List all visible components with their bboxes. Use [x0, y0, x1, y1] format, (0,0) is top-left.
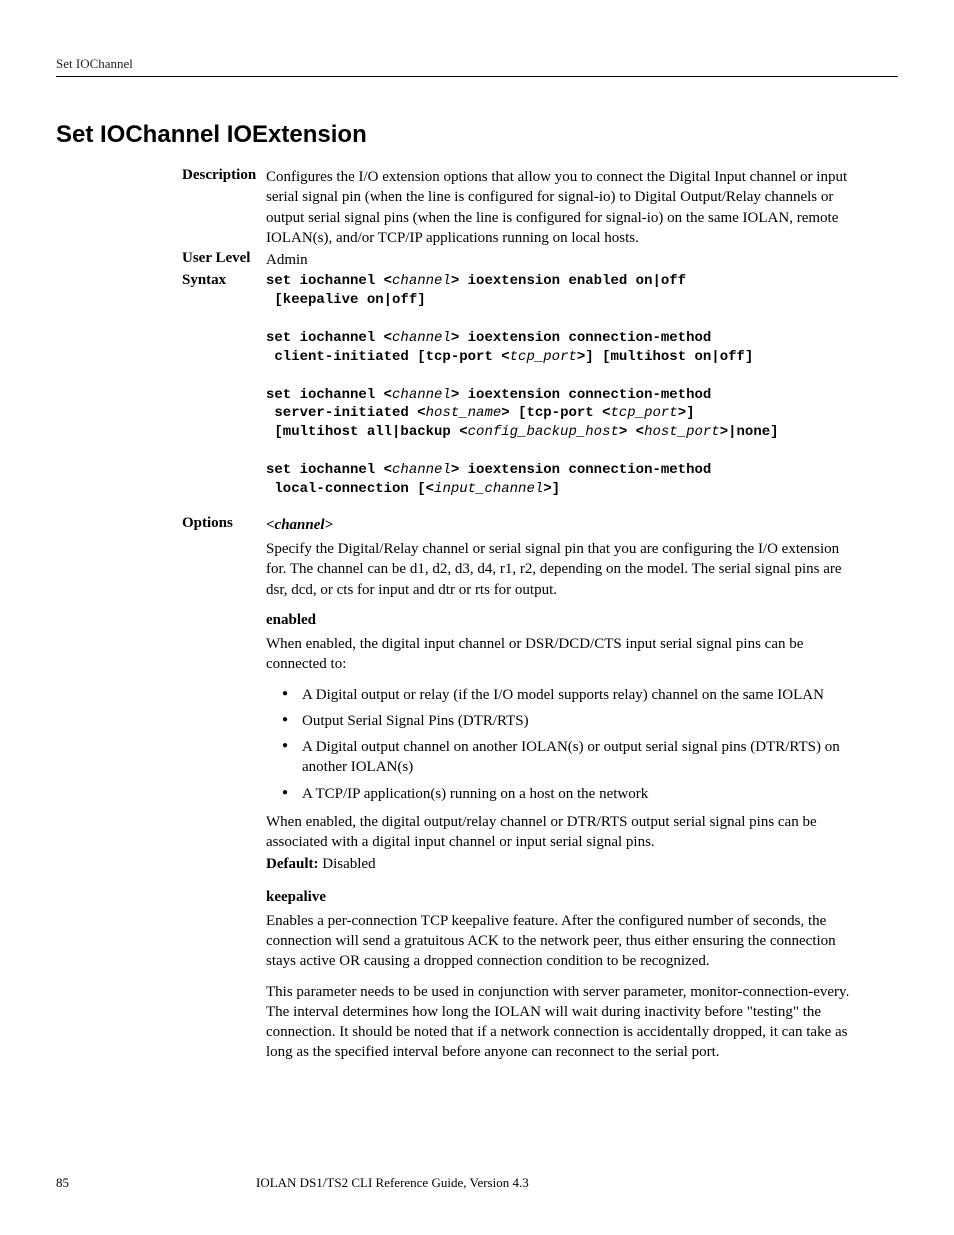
option-enabled-head: enabled [266, 610, 858, 630]
row-syntax: Syntax set iochannel <channel> ioextensi… [56, 272, 898, 513]
syntax-content: set iochannel <channel> ioextension enab… [266, 272, 898, 513]
header-rule [56, 76, 898, 77]
option-keepalive-p1: Enables a per-connection TCP keepalive f… [266, 911, 858, 972]
default-label: Default: [266, 856, 319, 872]
running-head: Set IOChannel [56, 56, 898, 72]
label-options: Options [56, 515, 266, 1073]
list-item: A Digital output or relay (if the I/O mo… [266, 685, 858, 705]
list-item: A TCP/IP application(s) running on a hos… [266, 784, 858, 804]
option-keepalive-p2: This parameter needs to be used in conju… [266, 982, 858, 1063]
page: Set IOChannel Set IOChannel IOExtension … [0, 0, 954, 1235]
option-channel-head: <channel> [266, 515, 858, 535]
default-value-text: Disabled [322, 856, 375, 872]
row-user-level: User Level Admin [56, 250, 898, 270]
description-text: Configures the I/O extension options tha… [266, 167, 898, 248]
option-keepalive-head: keepalive [266, 887, 858, 907]
label-description: Description [56, 167, 266, 248]
options-content: <channel> Specify the Digital/Relay chan… [266, 515, 898, 1073]
option-enabled-list: A Digital output or relay (if the I/O mo… [266, 685, 858, 804]
row-options: Options <channel> Specify the Digital/Re… [56, 515, 898, 1073]
syntax-block: set iochannel <channel> ioextension enab… [266, 272, 858, 499]
option-enabled-default: Default: Disabled [266, 854, 858, 874]
page-number: 85 [56, 1175, 256, 1191]
list-item: A Digital output channel on another IOLA… [266, 737, 858, 778]
page-footer: 85 IOLAN DS1/TS2 CLI Reference Guide, Ve… [56, 1175, 898, 1191]
row-description: Description Configures the I/O extension… [56, 167, 898, 248]
label-user-level: User Level [56, 250, 266, 270]
user-level-value: Admin [266, 250, 898, 270]
list-item: Output Serial Signal Pins (DTR/RTS) [266, 711, 858, 731]
section-title: Set IOChannel IOExtension [56, 121, 898, 149]
footer-doc-title: IOLAN DS1/TS2 CLI Reference Guide, Versi… [256, 1175, 898, 1191]
option-channel-para: Specify the Digital/Relay channel or ser… [266, 539, 858, 600]
label-syntax: Syntax [56, 272, 266, 513]
option-enabled-intro: When enabled, the digital input channel … [266, 634, 858, 675]
option-enabled-outro: When enabled, the digital output/relay c… [266, 812, 858, 853]
